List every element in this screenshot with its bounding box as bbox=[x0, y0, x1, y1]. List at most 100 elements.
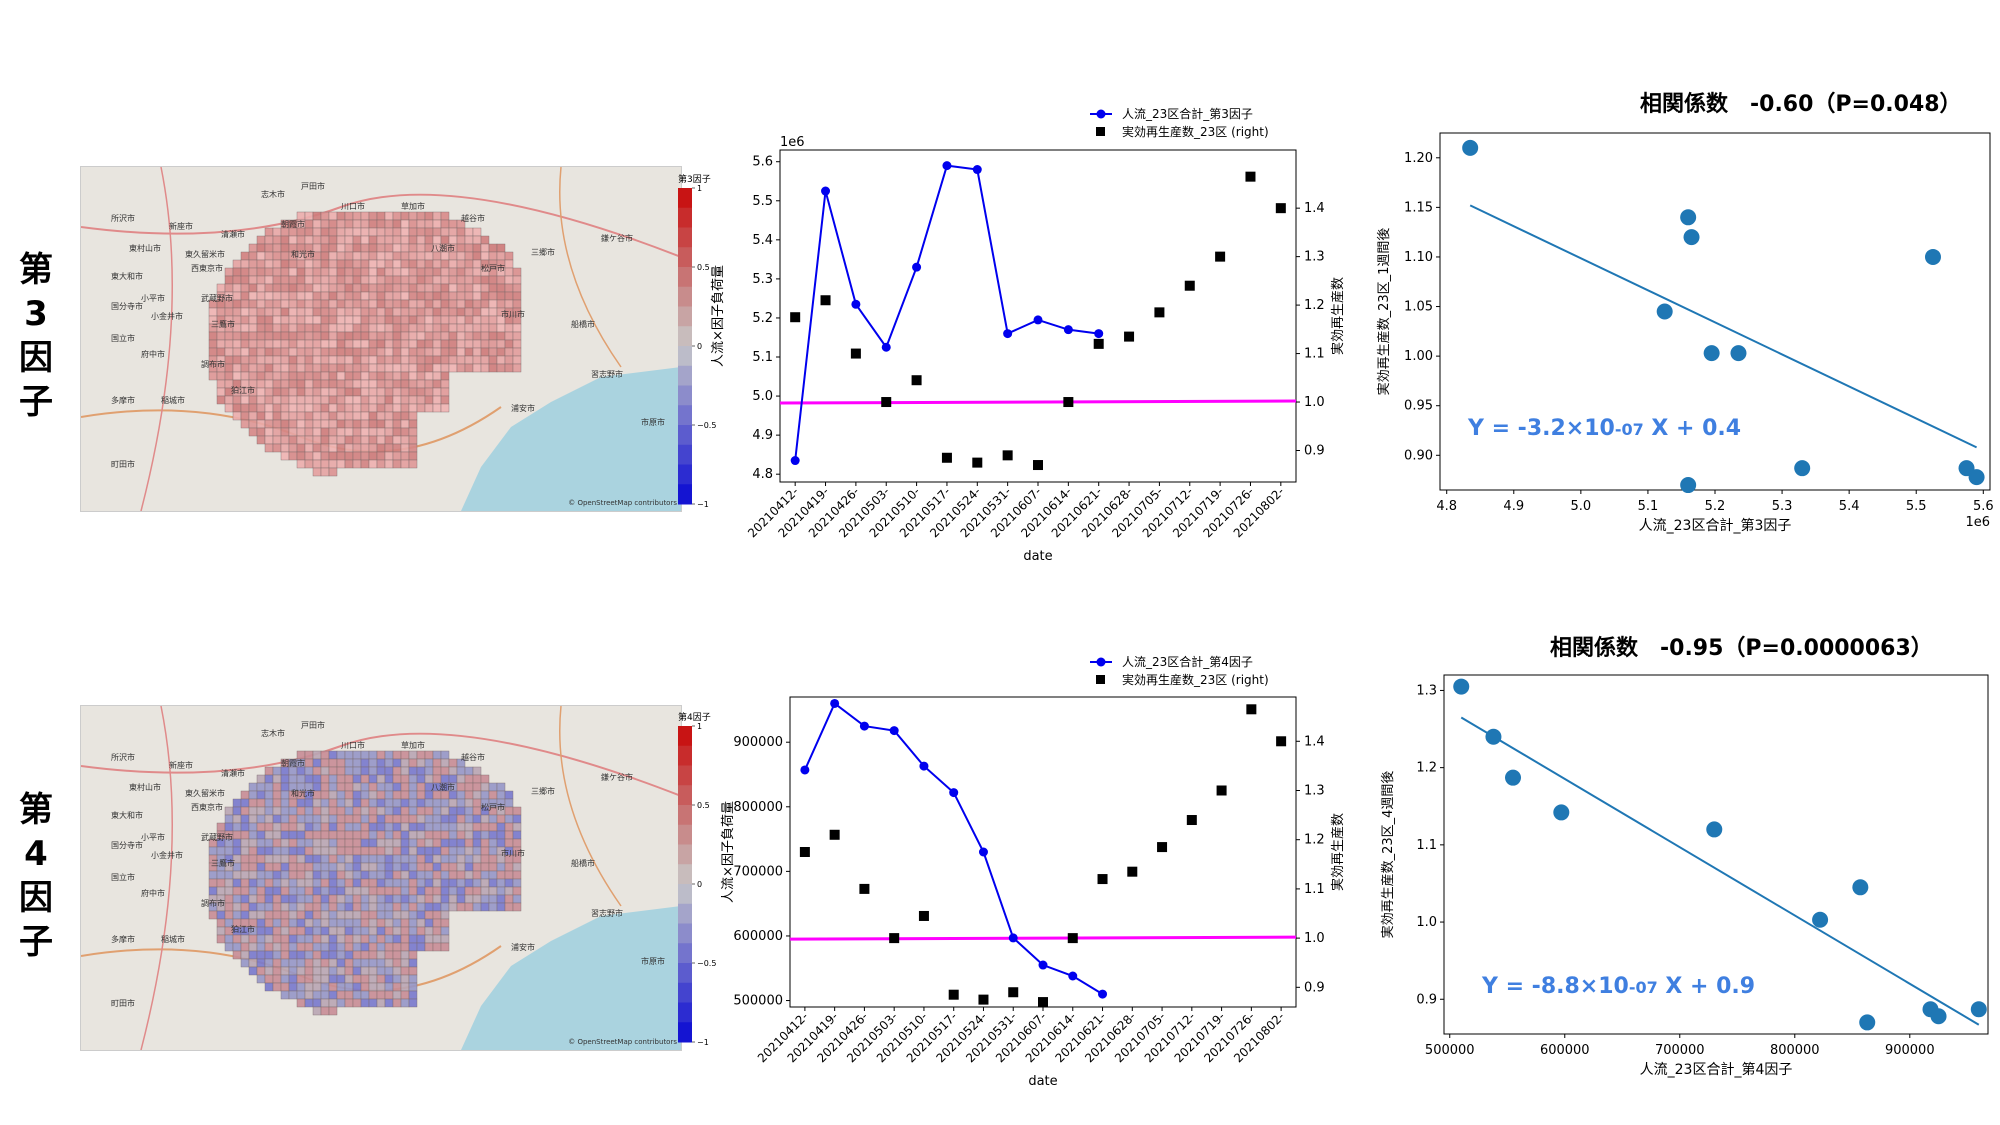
map-grid-cell bbox=[400, 235, 410, 245]
map-grid-cell bbox=[320, 782, 330, 792]
map-grid-cell bbox=[344, 339, 354, 349]
map-grid-cell bbox=[352, 451, 362, 461]
map-grid-cell bbox=[216, 870, 226, 880]
map-grid-cell bbox=[344, 443, 354, 453]
map-place-label: 松戸市 bbox=[481, 263, 505, 273]
map-grid-cell bbox=[320, 243, 330, 253]
map-grid-cell bbox=[352, 227, 362, 237]
map-grid-cell bbox=[432, 790, 442, 800]
map-grid-cell bbox=[472, 838, 482, 848]
map-grid-cell bbox=[432, 894, 442, 904]
reference-line-rt1 bbox=[779, 399, 1297, 405]
colorbar-segment bbox=[678, 306, 692, 327]
map-grid-cell bbox=[448, 846, 458, 856]
map-grid-cell bbox=[440, 371, 450, 381]
map-grid-cell bbox=[224, 283, 234, 293]
map-grid-cell bbox=[296, 427, 306, 437]
map-grid-cell bbox=[216, 339, 226, 349]
rt-point bbox=[1216, 785, 1227, 796]
map-grid-cell bbox=[240, 355, 250, 365]
map-grid-cell bbox=[472, 291, 482, 301]
map-grid-cell bbox=[320, 219, 330, 229]
colorbar-factor3: 第3因子 1 0.5 0 −0.5 −1 bbox=[676, 172, 736, 509]
map-grid-cell bbox=[224, 347, 234, 357]
map-grid-cell bbox=[288, 259, 298, 269]
map-grid-cell bbox=[384, 774, 394, 784]
map-grid-cell bbox=[352, 387, 362, 397]
map-grid-cell bbox=[368, 435, 378, 445]
map-grid-cell bbox=[336, 219, 346, 229]
x-tick-label: 900000 bbox=[1885, 1043, 1935, 1058]
map-grid-cell bbox=[264, 950, 274, 960]
map-grid-cell bbox=[384, 782, 394, 792]
map-grid-cell bbox=[504, 283, 514, 293]
map-grid-cell bbox=[256, 395, 266, 405]
map-grid-cell bbox=[336, 926, 346, 936]
map-grid-cell bbox=[488, 790, 498, 800]
x-tick-label: 600000 bbox=[1540, 1043, 1590, 1058]
map-grid-cell bbox=[456, 307, 466, 317]
map-grid-cell bbox=[328, 459, 338, 469]
map-grid-cell bbox=[344, 894, 354, 904]
map-grid-cell bbox=[312, 998, 322, 1008]
map-grid-cell bbox=[360, 854, 370, 864]
map-grid-cell bbox=[408, 822, 418, 832]
map-grid-cell bbox=[488, 822, 498, 832]
map-grid-cell bbox=[256, 251, 266, 261]
row-label-factor4: 第 4 因 子 bbox=[14, 788, 58, 964]
map-grid-cell bbox=[416, 251, 426, 261]
map-grid-cell bbox=[272, 347, 282, 357]
map-grid-cell bbox=[304, 419, 314, 429]
map-grid-cell bbox=[264, 235, 274, 245]
y-left-tick-label: 5.2 bbox=[752, 311, 773, 326]
map-grid-cell bbox=[432, 307, 442, 317]
map-grid-cell bbox=[352, 211, 362, 221]
map-grid-cell bbox=[280, 251, 290, 261]
map-grid-cell bbox=[272, 846, 282, 856]
map-grid-cell bbox=[456, 830, 466, 840]
map-grid-cell bbox=[384, 814, 394, 824]
map-grid-cell bbox=[352, 323, 362, 333]
map-grid-cell bbox=[264, 227, 274, 237]
map-grid-cell bbox=[392, 966, 402, 976]
map-grid-cell bbox=[216, 878, 226, 888]
map-grid-cell bbox=[384, 379, 394, 389]
map-grid-cell bbox=[328, 395, 338, 405]
map-grid-cell bbox=[392, 323, 402, 333]
map-grid-cell bbox=[240, 411, 250, 421]
map-grid-cell bbox=[280, 243, 290, 253]
colorbar-tick-label: 1 bbox=[697, 722, 702, 731]
map-attribution: © OpenStreetMap contributors bbox=[568, 1038, 677, 1046]
map-place-label: 西東京市 bbox=[191, 802, 223, 812]
map-grid-cell bbox=[296, 395, 306, 405]
colorbar-segment bbox=[678, 444, 692, 465]
map-grid-cell bbox=[248, 259, 258, 269]
map-grid-cell bbox=[264, 299, 274, 309]
map-grid-cell bbox=[360, 822, 370, 832]
map-grid-cell bbox=[336, 902, 346, 912]
map-grid-cell bbox=[336, 822, 346, 832]
map-grid-cell bbox=[360, 974, 370, 984]
map-grid-cell bbox=[376, 259, 386, 269]
map-grid-cell bbox=[408, 267, 418, 277]
map-grid-cell bbox=[296, 798, 306, 808]
map-grid-cell bbox=[312, 227, 322, 237]
map-grid-cell bbox=[288, 990, 298, 1000]
map-grid-cell bbox=[368, 966, 378, 976]
map-grid-cell bbox=[360, 243, 370, 253]
map-grid-cell bbox=[248, 838, 258, 848]
map-grid-cell bbox=[424, 902, 434, 912]
y-right-tick-label: 1.0 bbox=[1304, 395, 1325, 410]
map-grid-cell bbox=[512, 363, 522, 373]
map-grid-cell bbox=[256, 798, 266, 808]
map-grid-cell bbox=[304, 347, 314, 357]
map-grid-cell bbox=[224, 894, 234, 904]
map-grid-cell bbox=[240, 331, 250, 341]
map-grid-cell bbox=[400, 299, 410, 309]
map-grid-cell bbox=[312, 211, 322, 221]
map-grid-cell bbox=[448, 323, 458, 333]
map-grid-cell bbox=[288, 982, 298, 992]
map-grid-cell bbox=[360, 339, 370, 349]
y-tick-label: 0.95 bbox=[1404, 399, 1433, 414]
map-grid-cell bbox=[488, 886, 498, 896]
